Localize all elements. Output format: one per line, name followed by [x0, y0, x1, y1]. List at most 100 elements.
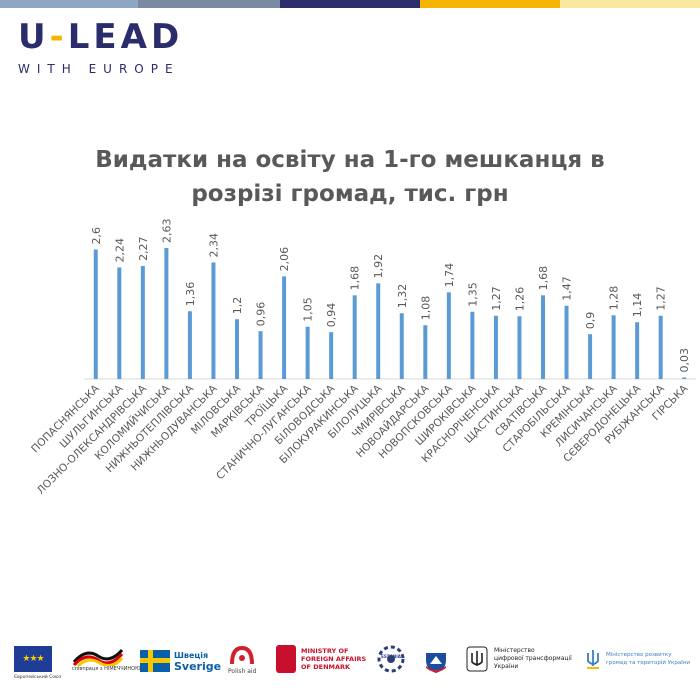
bar-value-label: 0,03 [678, 348, 691, 373]
logo-brand-left: U [18, 17, 50, 57]
denmark-line-2: FOREIGN AFFAIRS [301, 655, 367, 663]
bar [352, 295, 357, 379]
ministry-regional-logo: Міністерство розвитку громад та територі… [584, 648, 690, 670]
estonia-logo: ESTONIA [376, 644, 406, 673]
bar-value-label: 1,74 [443, 263, 456, 288]
slovenia-logo [424, 644, 448, 674]
bar [329, 332, 334, 379]
bar-value-label: 0,9 [584, 312, 597, 330]
trident-icon [466, 646, 488, 672]
bar-value-label: 2,27 [137, 236, 150, 261]
eu-caption: Європейський Союз [14, 675, 62, 680]
bar-value-label: 1,68 [537, 266, 550, 291]
bar-value-label: 1,32 [396, 284, 409, 309]
top-bar-segment [280, 0, 420, 8]
bar [235, 319, 239, 379]
top-bar-segment [0, 0, 138, 8]
slovenia-shield-icon [426, 646, 446, 673]
bar [93, 249, 98, 379]
bar-value-label: 1,27 [490, 286, 503, 311]
eu-logo: ★★★ Європейський Союз [14, 646, 61, 680]
bar [258, 331, 263, 379]
bar-value-label: 2,34 [207, 233, 220, 258]
denmark-crest-icon [276, 645, 296, 673]
bar-value-label: 2,06 [278, 247, 291, 272]
bar-value-label: 1,68 [349, 266, 362, 291]
ministry-regional-line-2: громад та територій України [606, 660, 690, 666]
ministry-digital-text: Міністерство цифрової трансформації Укра… [494, 647, 572, 671]
chart-title-line-1: Видатки на освіту на 1-го мешканця в [95, 147, 605, 173]
denmark-text: MINISTRY OF FOREIGN AFFAIRS OF DENMARK [301, 647, 366, 671]
bar [211, 262, 216, 379]
polish-aid-caption: Polish aid [228, 668, 257, 675]
bar-value-label: 0,96 [255, 302, 268, 327]
ministry-regional-text: Міністерство розвитку громад та територі… [606, 651, 690, 667]
logo-brand-dash: - [49, 17, 68, 57]
bar [423, 325, 428, 379]
u-lead-logo: U-LEAD WITH EUROPE [18, 18, 183, 76]
bar [658, 315, 663, 379]
bar-value-label: 1,27 [655, 286, 668, 311]
bar [187, 311, 192, 379]
bar-value-label: 2,24 [113, 238, 126, 263]
bar-value-label: 1,35 [466, 282, 479, 307]
bar-value-label: 1,14 [631, 293, 644, 318]
sweden-text: Швеція Sverige [174, 650, 221, 672]
bar [164, 248, 169, 379]
bar [376, 283, 381, 379]
bar [564, 305, 569, 379]
bar [682, 377, 687, 379]
sweden-word: Швеція [174, 651, 209, 660]
bar [541, 295, 545, 379]
bar-chart: 2,6ПОПАСНЯНСЬКА2,24ШУЛЬГИНСЬКА2,27ЛОЗНО-… [29, 219, 696, 497]
bar [305, 326, 310, 379]
bar-value-label: 0,94 [325, 303, 338, 328]
bar-value-label: 1,28 [608, 286, 621, 311]
top-bar-segment [560, 0, 700, 8]
bar [399, 313, 404, 379]
bar [446, 292, 451, 379]
bar [635, 322, 640, 379]
top-bar-segment [420, 0, 560, 8]
logo-brand-right: LEAD [67, 17, 184, 57]
chart-title: Видатки на освіту на 1-го мешканця в роз… [60, 143, 640, 211]
bar-value-label: 2,6 [90, 227, 103, 245]
denmark-logo: MINISTRY OF FOREIGN AFFAIRS OF DENMARK [276, 645, 366, 673]
sweden-flag-icon [140, 650, 170, 672]
denmark-line-3: OF DENMARK [301, 663, 351, 671]
bar [611, 315, 616, 379]
bar [282, 276, 287, 379]
bar [517, 316, 522, 379]
germany-logo: співпраця з НІМЕЧЧИНОЮ [72, 644, 141, 672]
bar-value-label: 2,63 [160, 219, 173, 244]
bar-value-label: 1,2 [231, 297, 244, 315]
sweden-logo: Швеція Sverige [140, 650, 221, 672]
bar-value-label: 1,05 [302, 297, 315, 322]
ministry-digital-logo: Міністерство цифрової трансформації Укра… [466, 646, 572, 672]
bar [493, 315, 498, 379]
top-color-bar [0, 0, 700, 8]
logo-tagline: WITH EUROPE [18, 62, 180, 76]
estonia-caption: ESTONIA [381, 654, 401, 659]
ministry-digital-line-2: цифрової трансформації [494, 655, 572, 662]
polish-aid-icon [230, 645, 255, 665]
chart-title-line-2: розрізі громад, тис. грн [191, 181, 509, 207]
bar [588, 334, 593, 379]
trident-blue-icon [587, 650, 599, 669]
partner-logos-footer: ★★★ Європейський Союз співпраця з НІМЕЧЧ… [0, 630, 700, 700]
germany-cooperation-icon [72, 648, 124, 666]
bar-value-label: 1,08 [419, 296, 432, 321]
polish-aid-logo: Polish aid [228, 644, 256, 675]
ministry-regional-line-1: Міністерство розвитку [606, 652, 672, 658]
bar [117, 267, 122, 379]
logo-brand: U-LEAD [18, 18, 183, 56]
bar-value-label: 1,47 [561, 276, 574, 301]
bar-value-label: 1,26 [513, 287, 526, 312]
bar [140, 265, 145, 379]
estonia-emblem-icon [377, 645, 405, 673]
denmark-line-1: MINISTRY OF [301, 647, 349, 655]
germany-caption: співпраця з НІМЕЧЧИНОЮ [72, 666, 141, 672]
top-bar-segment [138, 0, 280, 8]
bar-value-label: 1,36 [184, 282, 197, 307]
ministry-digital-line-1: Міністерство [494, 647, 535, 654]
